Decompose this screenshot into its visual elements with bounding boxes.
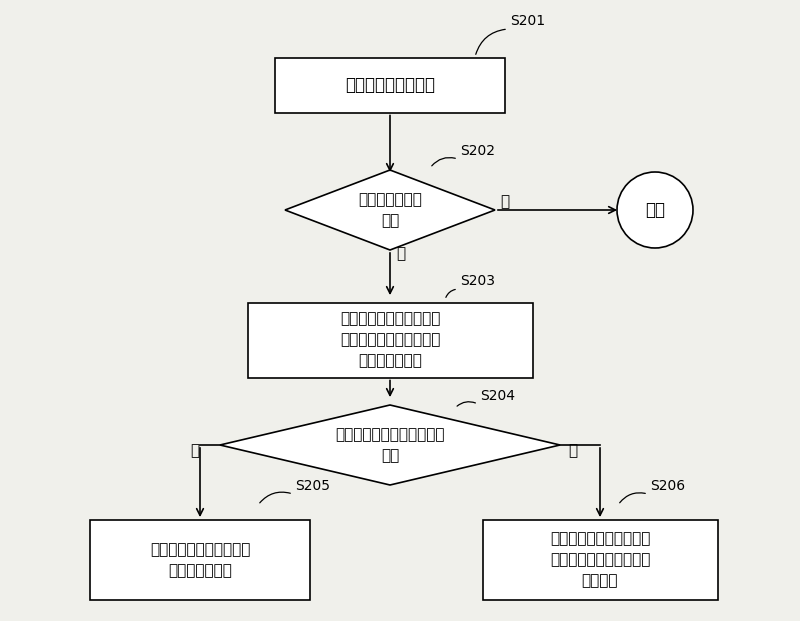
Text: S202: S202 [460,144,495,158]
Text: 对陌生来电号码进行着色
提醒处理，并执行相应的
激活处理: 对陌生来电号码进行着色 提醒处理，并执行相应的 激活处理 [550,532,650,589]
Bar [247,302,533,378]
FancyArrowPatch shape [446,289,455,297]
FancyArrowPatch shape [620,493,646,503]
Text: 将陌生来电设置为非法来
电，拖入黑名单: 将陌生来电设置为非法来 电，拖入黑名单 [150,542,250,578]
Text: 计算来电的呼叫时长: 计算来电的呼叫时长 [345,76,435,94]
Text: 是: 是 [190,443,199,458]
Text: 呼叫时长是否小于等于呼叫
阈值: 呼叫时长是否小于等于呼叫 阈值 [335,427,445,463]
Text: S205: S205 [295,479,330,493]
Text: S201: S201 [510,14,545,28]
Circle shape [617,172,693,248]
Polygon shape [220,405,560,485]
Text: 将陌生来电的呼叫时长与
预先设置的呼叫阈值进行
时间长度的比对: 将陌生来电的呼叫时长与 预先设置的呼叫阈值进行 时间长度的比对 [340,312,440,368]
FancyArrowPatch shape [260,492,290,503]
Bar [482,520,718,600]
Polygon shape [285,170,495,250]
FancyArrowPatch shape [432,158,455,166]
FancyArrowPatch shape [476,29,506,54]
Bar [275,58,505,112]
Text: 来电是否是陌生
来电: 来电是否是陌生 来电 [358,192,422,228]
Text: 是: 是 [396,246,405,261]
Bar [90,520,310,600]
Text: 结束: 结束 [645,201,665,219]
FancyArrowPatch shape [457,402,475,406]
Text: 否: 否 [500,194,509,209]
Text: S204: S204 [480,389,515,403]
Text: S203: S203 [460,274,495,288]
Text: 否: 否 [568,443,577,458]
Text: S206: S206 [650,479,685,493]
